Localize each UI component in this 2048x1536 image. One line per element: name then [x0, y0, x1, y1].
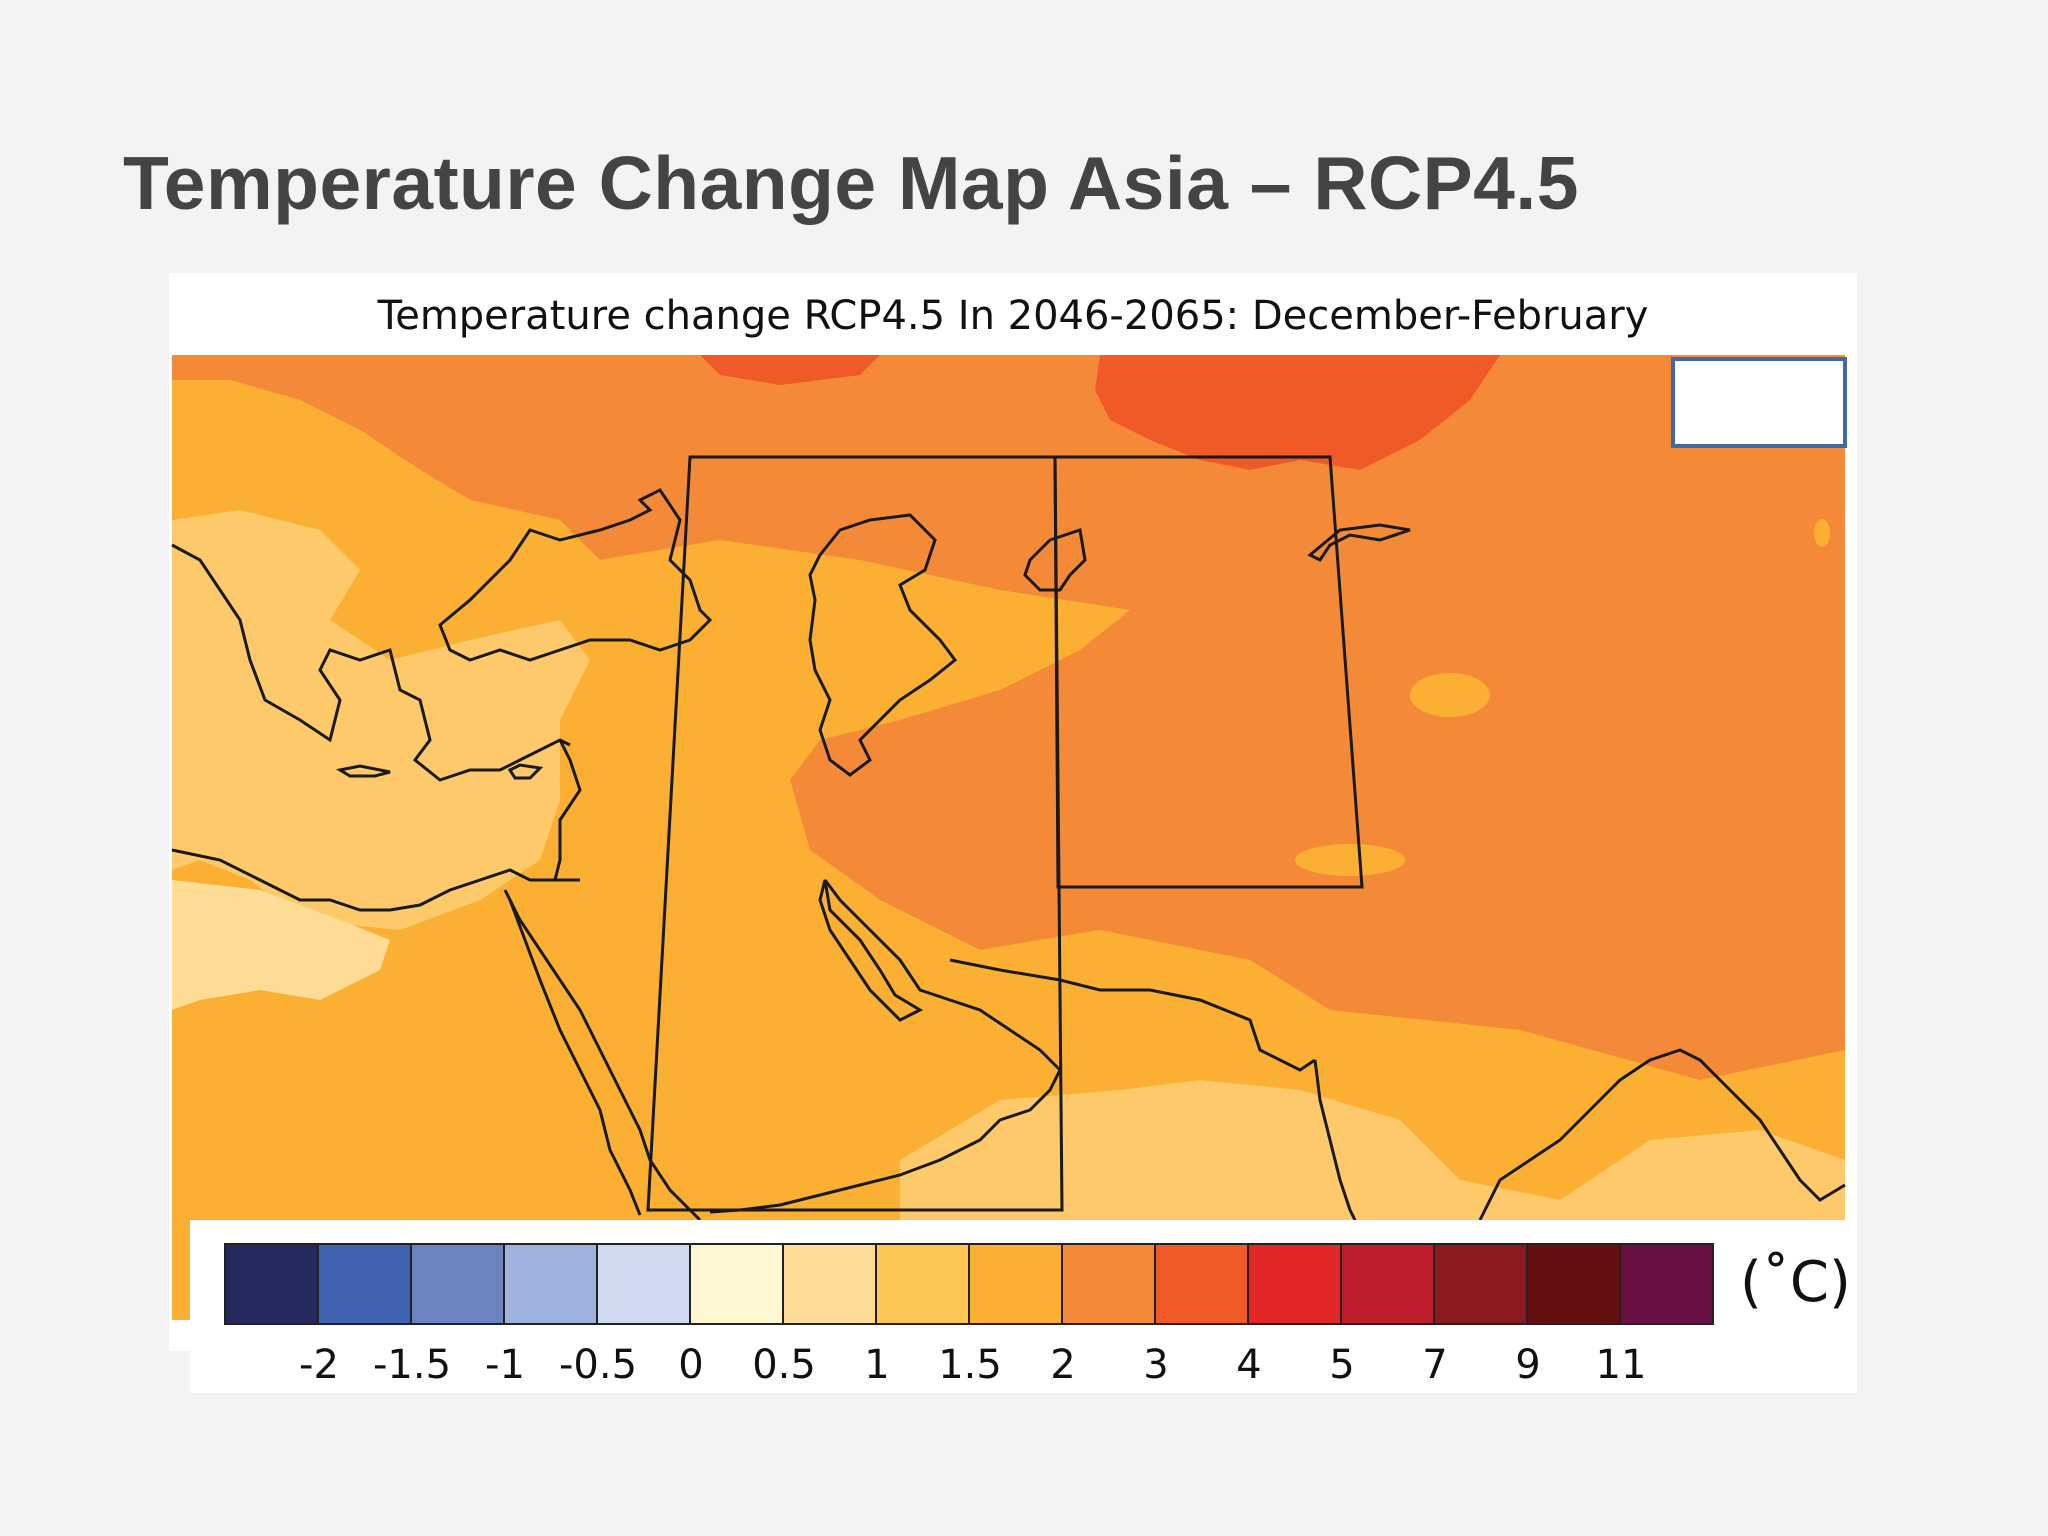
colorbar-swatch [1342, 1245, 1435, 1323]
colorbar-swatch [1063, 1245, 1156, 1323]
colorbar-swatch [598, 1245, 691, 1323]
colorbar-tick-label: -1 [485, 1342, 525, 1388]
coastline-balkhash [1307, 523, 1411, 562]
coastline-levant [553, 739, 582, 881]
colorbar-tick-label: 3 [1143, 1342, 1169, 1388]
contour-light-west [172, 510, 590, 930]
colorbar-swatch [1156, 1245, 1249, 1323]
colorbar-tick-label: 9 [1515, 1342, 1541, 1388]
colorbar-swatch [412, 1245, 505, 1323]
coastlines [171, 488, 1846, 1222]
legend-unit: (˚C) [1740, 1250, 1851, 1315]
colorbar-swatch [877, 1245, 970, 1323]
region-boxes [646, 455, 1364, 1212]
colorbar-tick-label: 4 [1236, 1342, 1262, 1388]
map-title: Temperature change RCP4.5 In 2046-2065: … [377, 293, 1649, 339]
contour-hot-north-3 [700, 355, 880, 385]
coastline-india [1313, 1059, 1357, 1221]
colorbar-swatch [784, 1245, 877, 1323]
coastline-bay-bengal [1478, 1048, 1846, 1221]
contour-light-mideast [172, 880, 390, 1010]
colorbar-tick-label: -2 [299, 1342, 339, 1388]
coastline-red-sea [503, 889, 702, 1222]
contour-warm-north [172, 355, 1845, 1080]
colorbar-tick-label: 5 [1329, 1342, 1355, 1388]
coastline-mediterranean [171, 848, 580, 912]
coastline-cyprus [507, 763, 544, 780]
coastline-caspian [808, 513, 958, 777]
contour-light-dot [1814, 519, 1830, 547]
coastline-gulf-inner [818, 879, 924, 1022]
contour-light-island-south [1295, 844, 1405, 876]
contour-hot-north-2 [1095, 355, 1500, 470]
coastline-europe [171, 543, 571, 782]
contour-light-island-east [1410, 673, 1490, 717]
colorbar [224, 1243, 1714, 1325]
contour-hot-north-1 [360, 355, 720, 420]
coastline-red-sea-west [508, 899, 642, 1216]
colorbar-swatch [970, 1245, 1063, 1323]
colorbar-tick-label: 11 [1595, 1342, 1647, 1388]
coastline-aral [1023, 528, 1087, 592]
colorbar-swatch [226, 1245, 319, 1323]
region-box-east [1053, 455, 1364, 889]
region-box-west [646, 455, 1064, 1212]
colorbar-tick-label: -1.5 [372, 1342, 452, 1388]
contour-mid-west [172, 380, 1330, 1220]
colorbar-swatch [1435, 1245, 1528, 1323]
colorbar-tick-label: -0.5 [558, 1342, 638, 1388]
coastline-black-sea [438, 488, 713, 662]
coastline-persian-gulf [709, 879, 1062, 1214]
colorbar-swatch [505, 1245, 598, 1323]
colorbar-tick-label: 1 [864, 1342, 890, 1388]
colorbar-swatch [1528, 1245, 1621, 1323]
colorbar-tick-label: 7 [1422, 1342, 1448, 1388]
slide-title: Temperature Change Map Asia – RCP4.5 [123, 141, 1579, 225]
colorbar-tick-label: 1.5 [938, 1342, 1002, 1388]
colorbar-swatch [1249, 1245, 1342, 1323]
colorbar-tick-label: 2 [1050, 1342, 1076, 1388]
colorbar-tick-label: 0.5 [752, 1342, 816, 1388]
colorbar-swatch [1621, 1245, 1712, 1323]
coastline-iran-india [949, 958, 1316, 1072]
colorbar-swatch [319, 1245, 412, 1323]
highlight-box [1671, 357, 1847, 448]
colorbar-swatch [691, 1245, 784, 1323]
colorbar-tick-label: 0 [678, 1342, 704, 1388]
coastline-crete [335, 764, 391, 778]
